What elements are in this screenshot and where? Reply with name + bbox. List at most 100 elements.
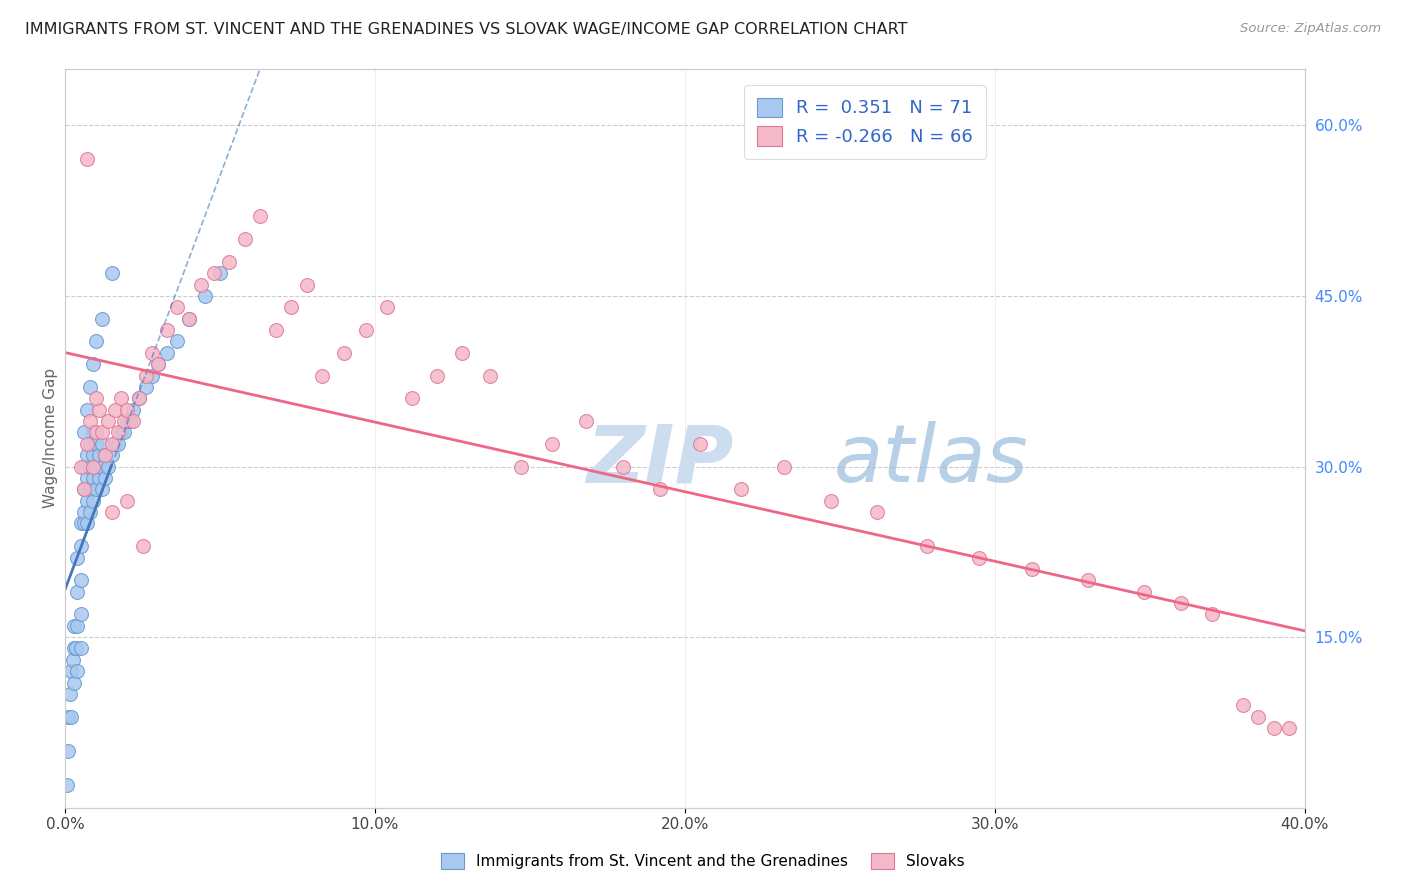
Point [177,311,200,326]
Point [91,459,114,474]
Point [820,493,842,508]
Point [131,539,153,553]
Point [1247,709,1270,723]
Point [62,653,84,667]
Point [69,516,91,531]
Point [94,448,117,462]
Point [146,357,169,371]
Point [76,448,98,462]
Point [76,402,98,417]
Point [115,414,138,428]
Point [122,414,145,428]
Point [730,483,752,497]
Point [208,266,231,280]
Point [84,459,107,474]
Point [612,459,634,474]
Point [100,505,122,519]
Point [333,346,356,360]
Point [82,448,104,462]
Point [79,437,101,451]
Point [218,255,240,269]
Point [110,425,132,440]
Point [56,709,79,723]
Point [56,744,79,758]
Point [249,210,271,224]
Text: atlas: atlas [834,421,1028,500]
Point [575,414,598,428]
Point [94,448,117,462]
Point [79,459,101,474]
Point [69,573,91,587]
Point [115,402,138,417]
Point [377,301,399,315]
Point [76,153,98,167]
Point [84,483,107,497]
Point [76,471,98,485]
Point [69,641,91,656]
Point [450,346,472,360]
Point [94,471,117,485]
Point [89,471,111,485]
Point [60,664,83,678]
Point [1232,698,1254,713]
Point [1263,721,1285,735]
Point [84,425,107,440]
Point [63,675,86,690]
Point [63,618,86,632]
Point [104,437,127,451]
Point [97,414,120,428]
Point [73,483,96,497]
Point [100,448,122,462]
Point [967,550,990,565]
Point [426,368,449,383]
Point [135,368,157,383]
Point [135,380,157,394]
Point [1021,562,1043,576]
Point [65,641,87,656]
Point [1077,573,1099,587]
Point [55,778,77,792]
Point [84,334,107,349]
Point [89,402,111,417]
Point [82,357,104,371]
Point [69,459,91,474]
Text: IMMIGRANTS FROM ST. VINCENT AND THE GRENADINES VS SLOVAK WAGE/INCOME GAP CORRELA: IMMIGRANTS FROM ST. VINCENT AND THE GREN… [25,22,908,37]
Point [91,483,114,497]
Point [112,425,135,440]
Point [107,425,129,440]
Point [82,471,104,485]
Point [66,664,89,678]
Point [1170,596,1192,610]
Point [73,505,96,519]
Point [509,459,531,474]
Point [107,437,129,451]
Point [141,368,163,383]
Point [63,641,86,656]
Point [84,437,107,451]
Point [66,584,89,599]
Point [177,311,200,326]
Point [190,277,212,292]
Point [120,414,142,428]
Point [59,687,82,701]
Point [76,516,98,531]
Point [689,437,711,451]
Point [166,301,188,315]
Point [1278,721,1301,735]
Point [69,539,91,553]
Point [166,334,188,349]
Point [76,437,98,451]
Point [866,505,889,519]
Point [91,437,114,451]
Point [115,493,138,508]
Point [79,505,101,519]
Legend: Immigrants from St. Vincent and the Grenadines, Slovaks: Immigrants from St. Vincent and the Gren… [434,847,972,875]
Point [73,459,96,474]
Point [110,392,132,406]
Point [648,483,671,497]
Point [82,425,104,440]
Point [773,459,796,474]
Point [478,368,501,383]
Y-axis label: Wage/Income Gap: Wage/Income Gap [44,368,58,508]
Point [295,277,318,292]
